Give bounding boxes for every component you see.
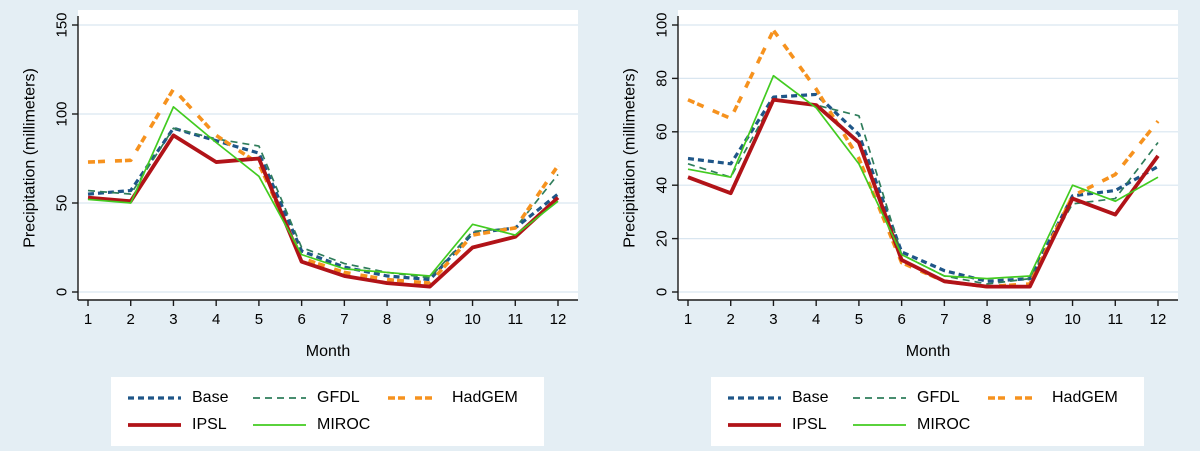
legend-label-ipsl: IPSL [792, 416, 827, 433]
x-tick-label: 12 [550, 311, 567, 328]
legend-item-gfdl: GFDL [252, 389, 387, 407]
y-tick-label: 100 [654, 12, 671, 37]
legend-item-miroc: MIROC [252, 416, 387, 434]
y-tick-label: 50 [54, 195, 71, 212]
legend-label-gfdl: GFDL [317, 389, 360, 406]
x-tick-label: 7 [940, 311, 948, 328]
legend-right: Base GFDL HadGEM IPSL MIROC [711, 377, 1144, 446]
x-tick-label: 9 [426, 311, 434, 328]
x-tick-label: 10 [1064, 311, 1081, 328]
y-tick-label: 80 [654, 70, 671, 87]
y-tick-label: 20 [654, 230, 671, 247]
x-tick-label: 8 [383, 311, 391, 328]
series-line-base [687, 92, 1159, 283]
x-tick-label: 2 [727, 311, 735, 328]
plot-area [78, 10, 578, 300]
y-tick-label: 150 [54, 12, 71, 37]
legend-line-base-icon [728, 396, 781, 400]
chart-panel-left: 0 50 100 150 1 2 3 4 5 6 7 8 9 10 11 12 Precipitation (m… [22, 10, 578, 446]
legend-item-base: Base [127, 389, 252, 407]
x-tick-label: 11 [1107, 311, 1123, 328]
y-tick-label: 0 [54, 288, 71, 296]
legend-label-miroc: MIROC [917, 416, 971, 433]
legend-line-miroc-icon [253, 424, 306, 426]
y-tick-label: 100 [54, 101, 71, 126]
legend-line-ipsl-icon [128, 423, 181, 427]
legend-label-ipsl: IPSL [192, 416, 227, 433]
legend-item-hadgem: HadGEM [987, 389, 1144, 407]
legend-line-hadgem-icon [388, 396, 441, 400]
x-tick-label: 12 [1150, 311, 1167, 328]
legend-item-miroc: MIROC [852, 416, 987, 434]
chart-panel-right: 0 20 40 60 80 100 1 2 3 4 5 6 7 8 9 10 11 12 Precipitation… [600, 0, 1200, 451]
x-tick-label: 4 [212, 311, 220, 328]
legend-item-ipsl: IPSL [127, 416, 252, 434]
x-tick-label: 1 [684, 311, 692, 328]
x-tick-label: 11 [507, 311, 523, 328]
x-tick-label: 8 [983, 311, 991, 328]
legend-left: Base GFDL HadGEM IPSL MIROC [111, 377, 544, 446]
x-tick-label: 7 [340, 311, 348, 328]
x-tick-label: 3 [169, 311, 177, 328]
x-tick-label: 5 [255, 311, 263, 328]
legend-label-base: Base [792, 389, 829, 406]
series-line-ipsl [87, 133, 560, 289]
y-tick-label: 40 [654, 177, 671, 194]
series-line-miroc [87, 106, 559, 277]
legend-item-base: Base [727, 389, 852, 407]
legend-label-hadgem: HadGEM [452, 389, 518, 406]
y-tick-label: 60 [654, 123, 671, 140]
x-tick-label: 6 [897, 311, 905, 328]
legend-line-hadgem-icon [988, 396, 1041, 400]
legend-label-hadgem: HadGEM [1052, 389, 1118, 406]
legend-line-base-icon [128, 396, 181, 400]
x-tick-label: 4 [812, 311, 820, 328]
legend-line-gfdl-icon [253, 397, 306, 399]
y-axis-title: Precipitation (millimeters) [22, 68, 39, 248]
x-axis-title: Month [906, 343, 950, 360]
legend-label-base: Base [192, 389, 229, 406]
x-tick-label: 2 [127, 311, 135, 328]
legend-line-ipsl-icon [728, 423, 781, 427]
legend-label-miroc: MIROC [317, 416, 371, 433]
x-tick-label: 3 [769, 311, 777, 328]
x-tick-label: 6 [297, 311, 305, 328]
series-line-hadgem [87, 87, 560, 285]
legend-item-hadgem: HadGEM [387, 389, 544, 407]
series-line-miroc [687, 74, 1159, 280]
legend-line-gfdl-icon [853, 397, 906, 399]
x-axis-title: Month [306, 343, 350, 360]
x-tick-label: 9 [1026, 311, 1034, 328]
series-line-ipsl [687, 97, 1160, 289]
x-tick-label: 10 [464, 311, 481, 328]
legend-item-gfdl: GFDL [852, 389, 987, 407]
y-tick-label: 0 [654, 288, 671, 296]
legend-line-miroc-icon [853, 424, 906, 426]
legend-label-gfdl: GFDL [917, 389, 960, 406]
legend-item-ipsl: IPSL [727, 416, 852, 434]
x-tick-label: 1 [84, 311, 92, 328]
x-tick-label: 5 [855, 311, 863, 328]
y-axis-title: Precipitation (millimeters) [622, 68, 639, 248]
series-line-gfdl [87, 127, 559, 279]
plot-area [678, 10, 1178, 300]
